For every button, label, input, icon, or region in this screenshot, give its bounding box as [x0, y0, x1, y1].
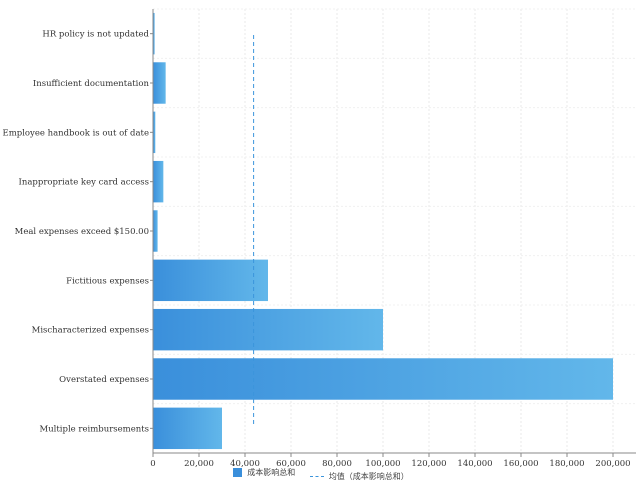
legend-series-label: 成本影响总和 [247, 468, 296, 477]
category-label: Inappropriate key card access [19, 178, 149, 188]
bar[interactable]: Meal expenses exceed $150.00: 2000 [153, 210, 158, 252]
x-tick-label: 0 [150, 459, 155, 469]
category-label: HR policy is not updated [42, 30, 149, 40]
x-tick-label: 40,000 [230, 459, 260, 469]
category-label: Multiple reimbursements [39, 424, 149, 434]
category-label: Overstated expenses [59, 375, 149, 385]
bar[interactable]: Multiple reimbursements: 30000 [153, 407, 222, 450]
legend-mean-label: 均值（成本影响总和） [328, 472, 409, 481]
bar[interactable]: Insufficient documentation: 5500 [153, 62, 166, 104]
legend-dash-icon [309, 476, 324, 477]
x-tick-label: 80,000 [322, 459, 352, 469]
x-tick-label: 200,000 [595, 459, 630, 469]
x-tick-label: 120,000 [411, 459, 446, 469]
bars: HR policy is not updated: 700 Insufficien… [153, 12, 613, 450]
x-tick-label: 100,000 [365, 459, 400, 469]
legend-swatch [233, 468, 243, 477]
legend-item-series[interactable]: 成本影响总和 [233, 467, 295, 478]
bar[interactable]: HR policy is not updated: 700 [153, 12, 155, 55]
legend: 成本影响总和 均值（成本影响总和） [0, 467, 642, 482]
x-tick-label: 180,000 [549, 459, 584, 469]
bar[interactable]: Mischaracterized expenses: 100000 [153, 308, 383, 351]
bar[interactable]: Employee handbook is out of date: 1000 [153, 111, 156, 154]
x-tick-label: 140,000 [457, 459, 492, 469]
bar[interactable]: Inappropriate key card access: 4500 [153, 160, 164, 203]
bar[interactable]: Fictitious expenses: 50000 [153, 259, 268, 302]
category-label: Insufficient documentation [33, 79, 150, 89]
category-label: Mischaracterized expenses [32, 326, 149, 336]
bar[interactable]: Overstated expenses: 200000 [153, 358, 613, 400]
category-label: Meal expenses exceed $150.00 [15, 227, 149, 237]
x-tick-label: 160,000 [503, 459, 538, 469]
x-tick-label: 20,000 [184, 459, 214, 469]
category-label: Fictitious expenses [66, 276, 149, 286]
axes: HR policy is not updated Insufficient doc… [2, 9, 636, 469]
category-label: Employee handbook is out of date [2, 128, 149, 138]
x-tick-label: 60,000 [276, 459, 306, 469]
legend-item-mean[interactable]: 均值（成本影响总和） [309, 471, 409, 482]
